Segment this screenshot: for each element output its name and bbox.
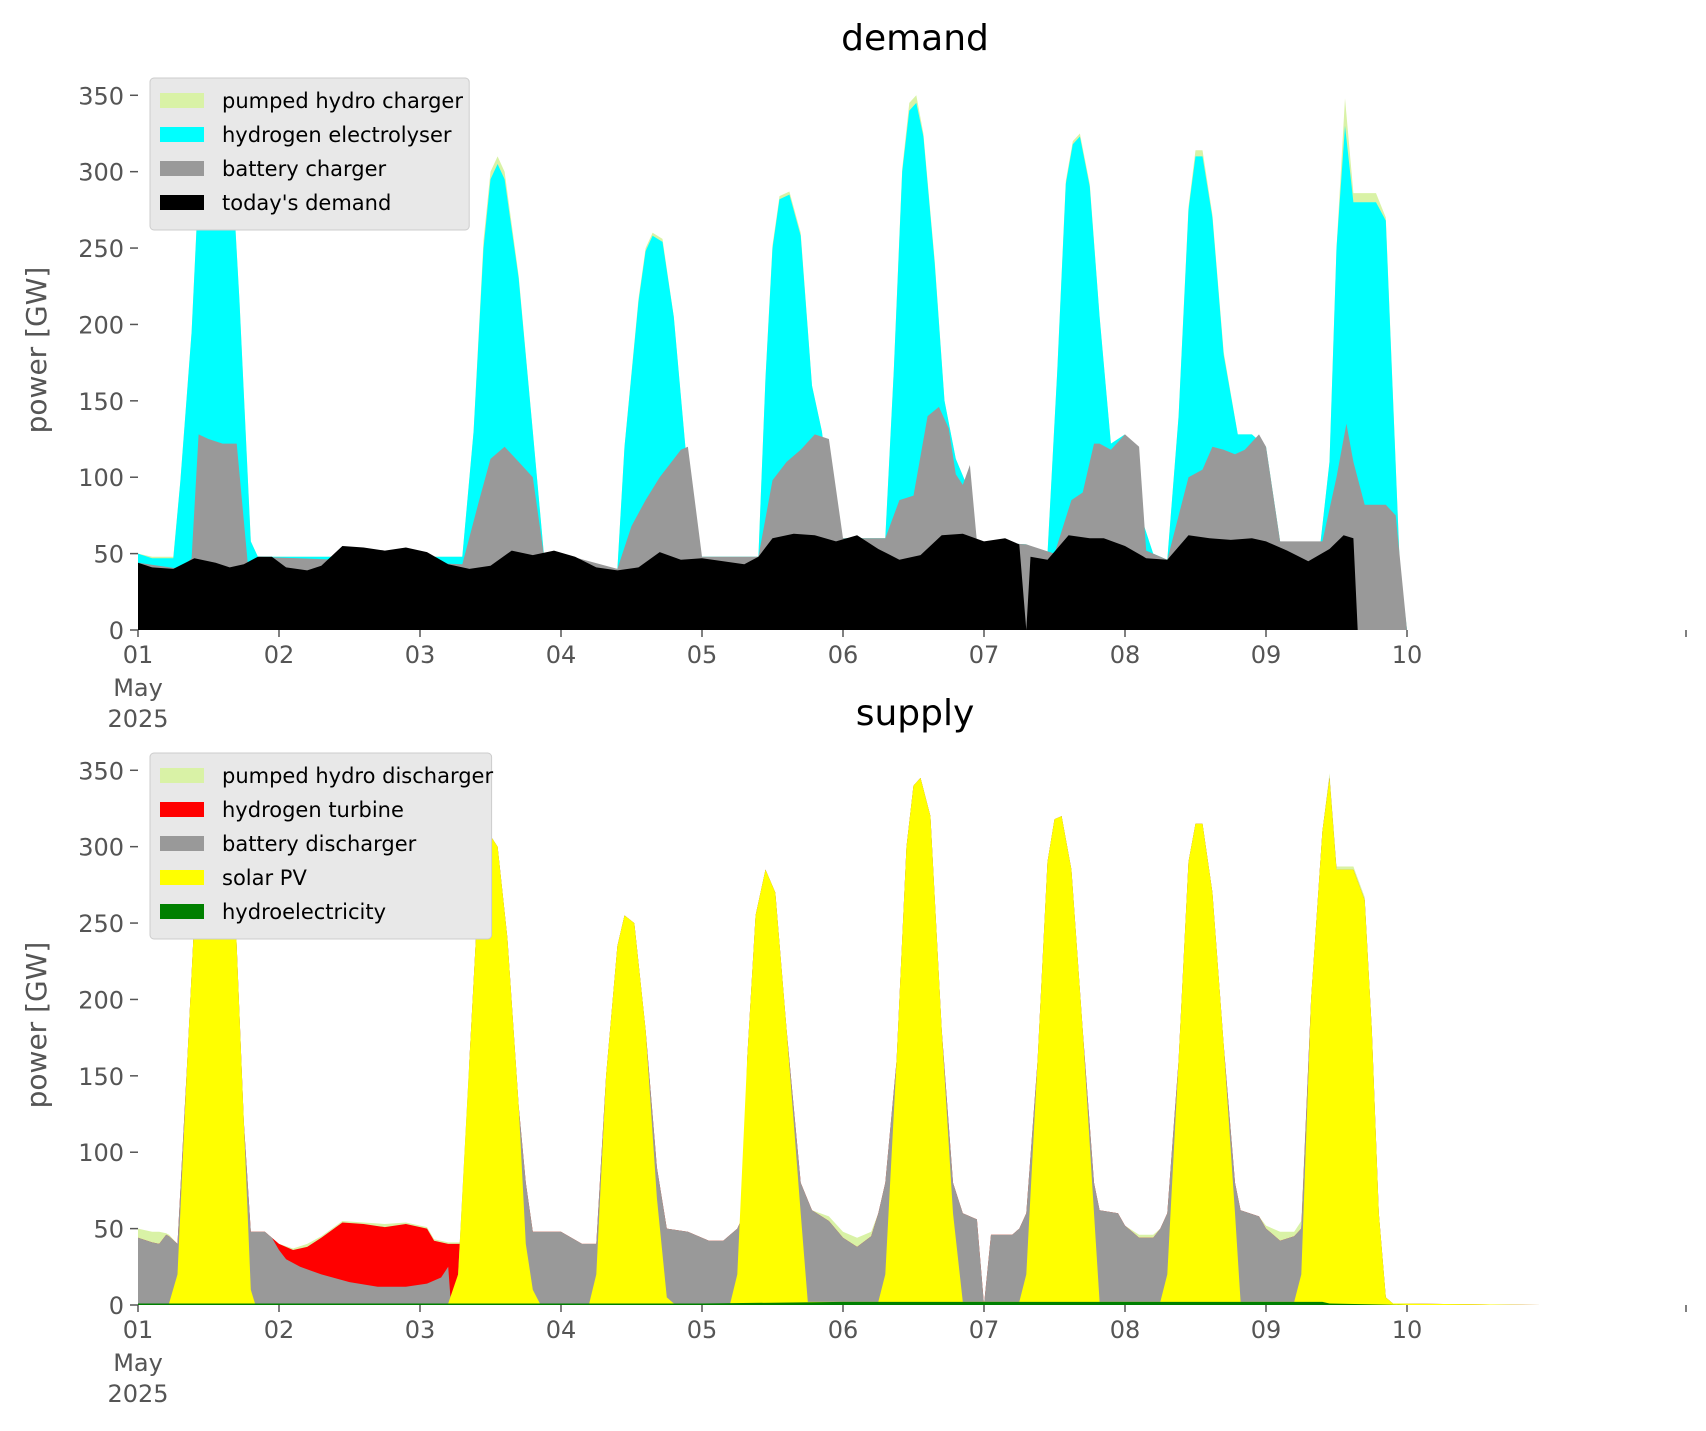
y-tick-label: 250 (78, 235, 124, 263)
x-tick-label: 09 (1251, 641, 1282, 669)
x-tick-sublabel: May (113, 1349, 163, 1377)
chart-title: supply (856, 693, 975, 734)
demand-panel: demand power [GW] 0501001502002503003500… (20, 18, 1687, 733)
y-tick-label: 100 (78, 464, 124, 492)
y-tick-label: 150 (78, 1063, 124, 1091)
x-tick-label: 03 (405, 641, 436, 669)
legend-label: hydrogen electrolyser (222, 123, 452, 147)
legend-label: today's demand (222, 191, 391, 215)
x-tick-label: 10 (1392, 1316, 1423, 1344)
legend-label: battery discharger (222, 832, 417, 856)
x-tick-label: 04 (546, 1316, 577, 1344)
legend-label: hydrogen turbine (222, 798, 404, 822)
x-tick-label: 04 (546, 641, 577, 669)
y-tick-label: 150 (78, 388, 124, 416)
legend-swatch (160, 127, 204, 142)
y-tick-label: 50 (93, 1216, 124, 1244)
x-tick-label: 08 (1110, 1316, 1141, 1344)
y-tick-label: 0 (109, 1292, 124, 1320)
x-tick-label: 01 (123, 641, 154, 669)
legend-swatch (160, 161, 204, 176)
legend-swatch (160, 802, 204, 817)
legend-label: pumped hydro discharger (222, 764, 493, 788)
y-tick-label: 0 (109, 617, 124, 645)
legend-swatch (160, 195, 204, 210)
chart-title: demand (841, 18, 989, 59)
x-tick-label: 10 (1392, 641, 1423, 669)
x-tick-label: 06 (828, 1316, 859, 1344)
y-tick-label: 250 (78, 910, 124, 938)
x-tick-label: 07 (969, 1316, 1000, 1344)
legend-label: hydroelectricity (222, 900, 386, 924)
legend-label: pumped hydro charger (222, 89, 463, 113)
legend: pumped hydro discharger hydrogen turbine b… (149, 752, 493, 940)
legend-swatch (160, 870, 204, 885)
y-tick-label: 200 (78, 986, 124, 1014)
x-tick-label: 06 (828, 641, 859, 669)
x-tick-sublabel: 2025 (107, 1380, 168, 1408)
x-tick-sublabel: 2025 (107, 705, 168, 733)
legend-swatch (160, 93, 204, 108)
legend-box (149, 752, 493, 940)
y-tick-label: 350 (78, 757, 124, 785)
area-hydroelectricity (138, 1301, 1541, 1305)
x-tick-label: 05 (687, 1316, 718, 1344)
x-tick-label: 02 (264, 1316, 295, 1344)
legend-swatch (160, 836, 204, 851)
legend-swatch (160, 768, 204, 783)
legend-swatch (160, 904, 204, 919)
y-tick-label: 200 (78, 311, 124, 339)
supply-panel: supply power [GW] 0501001502002503003500… (20, 693, 1687, 1408)
x-tick-label: 02 (264, 641, 295, 669)
y-tick-label: 350 (78, 82, 124, 110)
y-tick-label: 50 (93, 541, 124, 569)
legend: pumped hydro charger hydrogen electrolyse… (149, 77, 470, 231)
y-tick-label: 100 (78, 1139, 124, 1167)
y-tick-label: 300 (78, 159, 124, 187)
x-tick-label: 01 (123, 1316, 154, 1344)
y-axis-label: power [GW] (20, 942, 53, 1109)
y-axis-label: power [GW] (20, 267, 53, 434)
x-tick-label: 03 (405, 1316, 436, 1344)
legend-label: solar PV (222, 866, 307, 890)
area-today-s-demand (138, 533, 1541, 630)
legend-box (149, 77, 470, 231)
y-tick-label: 300 (78, 834, 124, 862)
area-series-group (138, 95, 1541, 631)
x-tick-label: 05 (687, 641, 718, 669)
x-tick-label: 07 (969, 641, 1000, 669)
legend-label: battery charger (222, 157, 387, 181)
x-tick-label: 09 (1251, 1316, 1282, 1344)
x-tick-label: 08 (1110, 641, 1141, 669)
x-tick-sublabel: May (113, 674, 163, 702)
